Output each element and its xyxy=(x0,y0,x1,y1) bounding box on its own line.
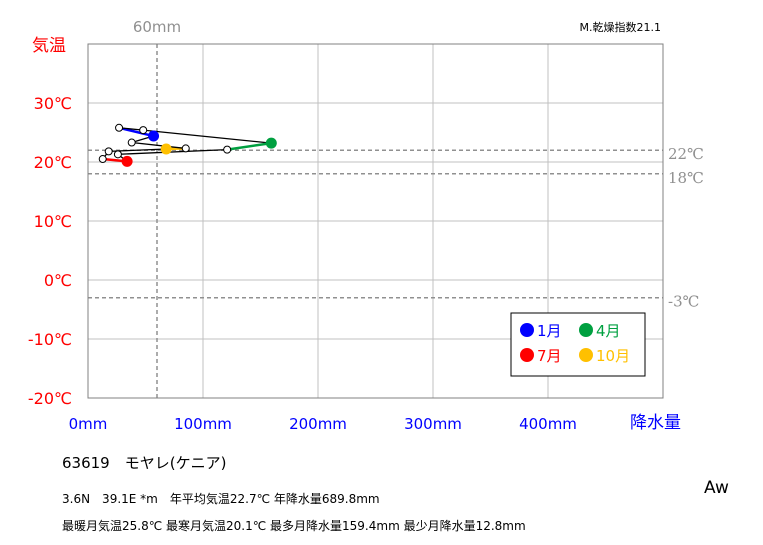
station-stats-line-2: 最暖月気温25.8℃ 最寒月気温20.1℃ 最多月降水量159.4mm 最少月降… xyxy=(62,519,526,533)
climograph-series xyxy=(98,123,277,167)
month-segment xyxy=(118,126,154,138)
grid-lines xyxy=(88,44,663,398)
month-segment xyxy=(143,129,272,144)
month-point xyxy=(113,150,122,159)
y-tick-label: -20℃ xyxy=(28,389,72,408)
y-tick-label: 10℃ xyxy=(34,212,72,231)
aridity-index: M.乾燥指数21.1 xyxy=(580,20,661,34)
legend-label: 4月 xyxy=(596,322,621,340)
legend-box xyxy=(510,312,646,377)
x-tick-label: 0mm xyxy=(69,415,108,433)
reference-label-y: 18℃ xyxy=(668,169,704,187)
x-tick-label: 400mm xyxy=(519,415,577,433)
climate-classification: Aw xyxy=(704,478,729,498)
legend-marker xyxy=(579,348,593,362)
month-point-highlight xyxy=(160,143,172,155)
legend-label: 7月 xyxy=(537,347,562,365)
station-name: 63619 モヤレ(ケニア) xyxy=(62,454,227,472)
y-tick-label: -10℃ xyxy=(28,330,72,349)
month-point-highlight xyxy=(265,137,277,149)
month-point-highlight xyxy=(121,155,133,167)
month-point xyxy=(127,138,136,147)
month-point xyxy=(98,155,107,164)
month-segment xyxy=(131,141,186,150)
reference-label-y: 22℃ xyxy=(668,145,704,163)
axis-tick-labels: 30℃ 20℃ 10℃ 0℃ -10℃ -20℃ 0mm 100mm 200mm 300mm 400… xyxy=(28,94,577,433)
reference-label-y: -3℃ xyxy=(668,293,699,311)
x-tick-label: 300mm xyxy=(404,415,462,433)
month-point xyxy=(223,145,232,154)
month-segment xyxy=(118,127,144,131)
month-point xyxy=(181,144,190,153)
month-segment xyxy=(226,141,272,151)
reference-lines: 60mm 22℃ 18℃ -3℃ xyxy=(88,18,704,398)
station-stats-line-1: 3.6N 39.1E *m 年平均気温22.7℃ 年降水量689.8mm xyxy=(62,492,380,506)
legend: 1月 4月 7月 10月 xyxy=(510,312,646,377)
month-point xyxy=(139,126,148,135)
y-tick-label: 20℃ xyxy=(34,153,72,172)
y-tick-label: 0℃ xyxy=(44,271,72,290)
legend-label: 10月 xyxy=(596,347,630,365)
plot-area-frame xyxy=(87,43,664,399)
month-point-highlight xyxy=(148,130,160,142)
x-tick-label: 100mm xyxy=(174,415,232,433)
legend-marker xyxy=(520,323,534,337)
reference-label-x: 60mm xyxy=(133,18,181,36)
legend-marker xyxy=(520,348,534,362)
legend-label: 1月 xyxy=(537,322,562,340)
month-point xyxy=(104,147,113,156)
y-tick-label: 30℃ xyxy=(34,94,72,113)
month-point xyxy=(115,123,124,132)
legend-marker xyxy=(579,323,593,337)
x-axis-title: 降水量 xyxy=(630,413,681,433)
month-segment xyxy=(117,148,228,155)
x-tick-label: 200mm xyxy=(289,415,347,433)
y-axis-title: 気温 xyxy=(32,36,66,56)
